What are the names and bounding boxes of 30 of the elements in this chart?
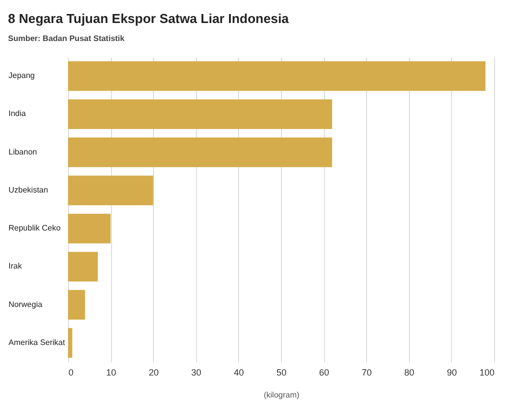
x-tick-label: 100 bbox=[479, 368, 494, 378]
y-tick-label: Irak bbox=[8, 262, 23, 271]
x-tick-label: 0 bbox=[68, 368, 74, 378]
y-tick-label: Amerika Serikat bbox=[8, 338, 66, 347]
chart-subtitle: Sumber: Badan Pusat Statistik bbox=[8, 34, 126, 43]
x-tick-label: 50 bbox=[276, 368, 287, 378]
x-tick-label: 70 bbox=[362, 368, 372, 378]
x-axis-title: (kilogram) bbox=[264, 390, 300, 400]
bar bbox=[68, 252, 98, 282]
bar bbox=[68, 290, 86, 320]
x-tick-label: 30 bbox=[191, 368, 202, 378]
x-tick-label: 90 bbox=[446, 368, 457, 378]
y-tick-label: Libanon bbox=[8, 147, 37, 156]
bar bbox=[68, 137, 332, 168]
y-tick-label: India bbox=[8, 109, 26, 118]
x-tick-label: 20 bbox=[148, 368, 159, 378]
y-tick-label: Republik Ceko bbox=[8, 224, 62, 233]
chart-title: 8 Negara Tujuan Ekspor Satwa Liar Indonesia bbox=[8, 11, 290, 26]
y-tick-label: Norwegia bbox=[8, 300, 43, 309]
bar bbox=[68, 176, 154, 206]
bar bbox=[68, 61, 486, 91]
bar bbox=[68, 328, 72, 358]
x-tick-label: 80 bbox=[404, 368, 414, 378]
y-tick-label: Jepang bbox=[8, 71, 35, 80]
y-tick-label: Uzbekistan bbox=[8, 185, 48, 194]
bar bbox=[68, 99, 332, 130]
x-tick-label: 10 bbox=[106, 368, 116, 378]
x-tick-label: 40 bbox=[234, 368, 244, 378]
bar bbox=[68, 214, 111, 244]
x-tick-label: 60 bbox=[319, 368, 330, 378]
